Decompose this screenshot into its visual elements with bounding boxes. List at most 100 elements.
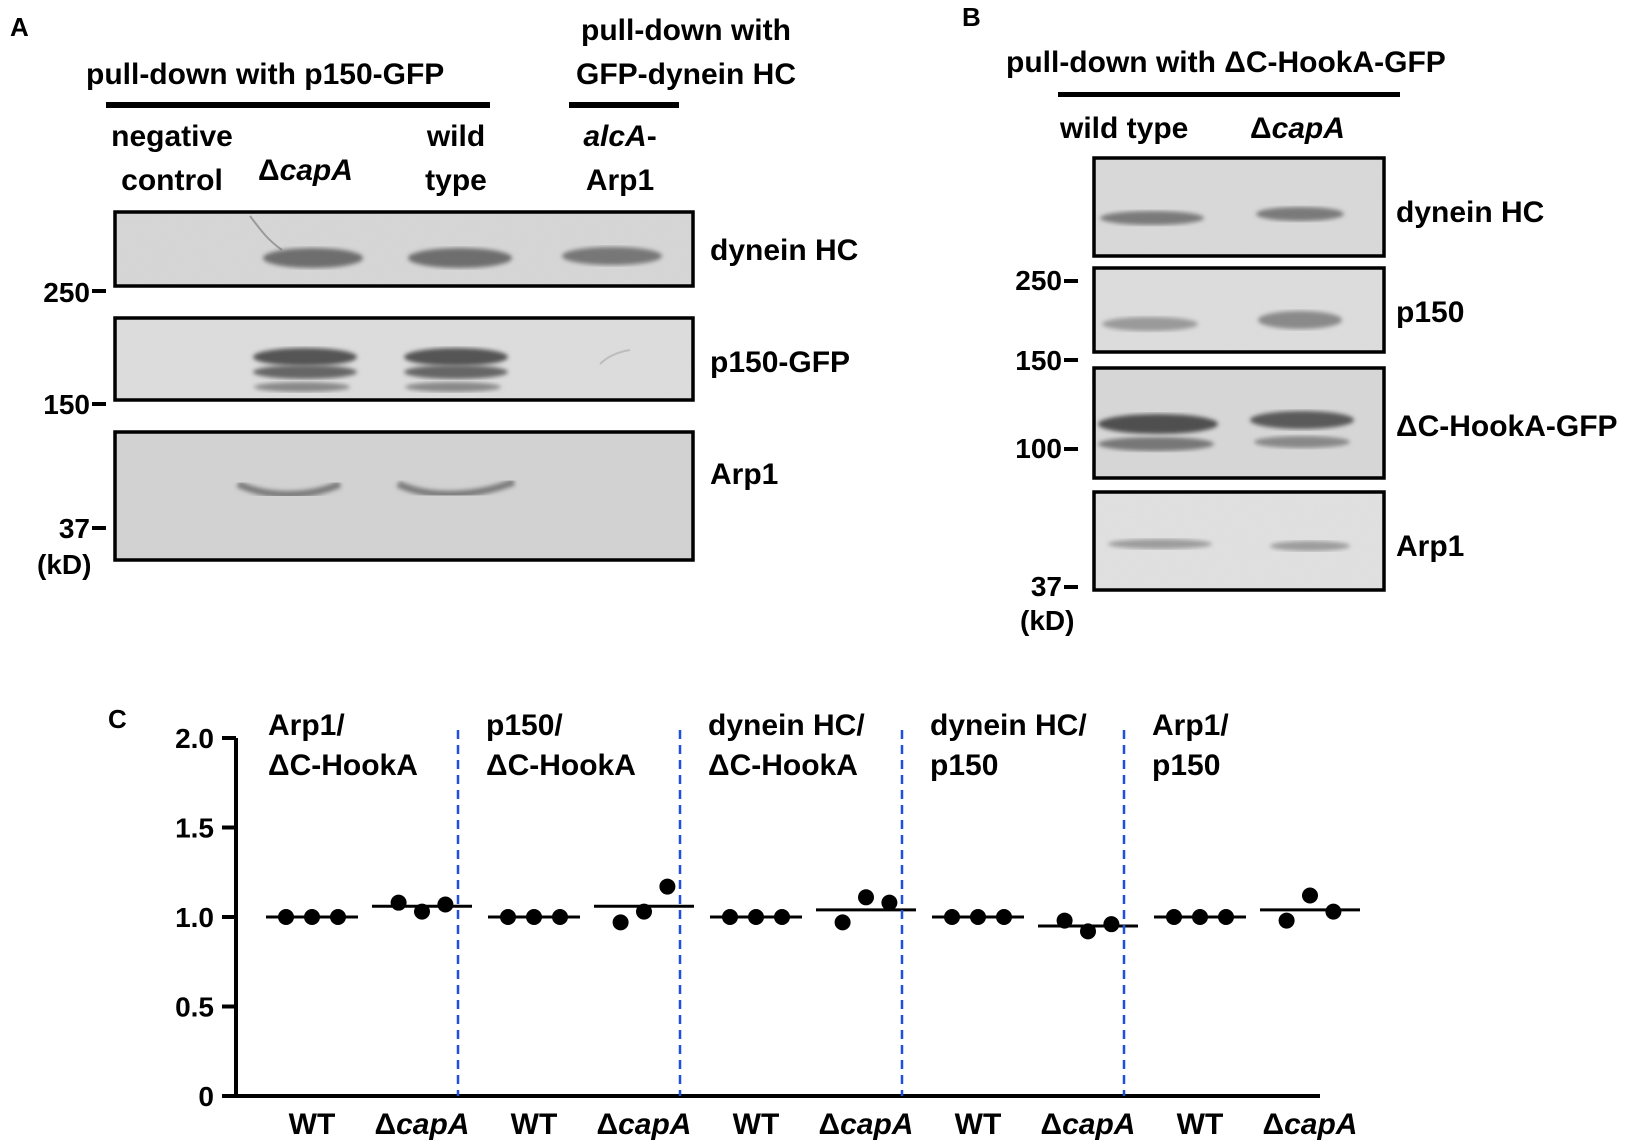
delta-symbol: Δ <box>258 154 280 187</box>
data-point-capa <box>881 894 898 911</box>
marker-tick-250 <box>92 289 106 293</box>
marker-tick-37 <box>92 526 106 530</box>
header-bar-left <box>106 102 490 108</box>
x-label-wt: WT <box>955 1108 1002 1141</box>
data-point-capa <box>858 889 874 906</box>
data-point-capa <box>437 896 454 913</box>
marker-b-37: 37 <box>1031 571 1062 602</box>
blot-label-p150-gfp: p150-GFP <box>710 346 850 379</box>
marker-b-100: 100 <box>1015 433 1062 464</box>
lane-label-negative: negative <box>111 120 233 153</box>
marker-b-tick-100 <box>1064 447 1078 451</box>
blot-b-label-arp1: Arp1 <box>1396 530 1464 563</box>
panel-b-header: pull-down with ΔC-HookA-GFP <box>1006 46 1446 79</box>
blot-a-arp1 <box>113 430 695 562</box>
alca-italic: alcA <box>583 120 646 153</box>
marker-b-tick-37 <box>1064 585 1078 589</box>
blot-b-label-hooka-gfp: ΔC-HookA-GFP <box>1396 410 1618 443</box>
panel-c: C 0 0.5 1.0 1.5 2.0 Arp1/ΔC-HookA WT ΔcapA p150/… <box>108 704 1360 1141</box>
group-label-line2: p150 <box>930 749 998 782</box>
blot-b-label-p150: p150 <box>1396 296 1464 329</box>
blot-a-dynein <box>113 210 695 288</box>
data-point-capa <box>390 894 407 911</box>
marker-b-tick-150 <box>1064 358 1078 362</box>
x-label-capa: ΔcapA <box>1263 1108 1358 1141</box>
scatter-chart: 0 0.5 1.0 1.5 2.0 Arp1/ΔC-HookA WT ΔcapA p150/ΔC… <box>175 709 1360 1141</box>
panel-a-header-right-line2: GFP-dynein HC <box>576 58 796 91</box>
y-tick-label: 1.0 <box>175 902 214 933</box>
data-point-capa <box>834 914 851 931</box>
marker-150: 150 <box>43 389 90 420</box>
capa-italic: capA <box>840 1108 913 1141</box>
panel-a-header-right-line1: pull-down with <box>581 14 791 47</box>
y-tick-label: 2.0 <box>175 723 214 754</box>
capa-italic: capA <box>396 1108 469 1141</box>
x-label-wt: WT <box>289 1108 336 1141</box>
panel-a-header-left: pull-down with p150-GFP <box>86 58 444 91</box>
blot-b-label-dynein-hc: dynein HC <box>1396 196 1544 229</box>
x-label-wt: WT <box>511 1108 558 1141</box>
group-label-line1: dynein HC/ <box>930 709 1087 742</box>
group-label-line1: dynein HC/ <box>708 709 865 742</box>
lane-label-type: type <box>425 164 487 197</box>
lane-label-alca: alcA- <box>583 120 656 153</box>
capa-italic: capA <box>1062 1108 1135 1141</box>
delta-symbol: Δ <box>819 1108 841 1141</box>
marker-tick-150 <box>92 402 106 406</box>
x-label-capa: ΔcapA <box>819 1108 914 1141</box>
blot-a-p150 <box>113 316 695 402</box>
group-label-line2: ΔC-HookA <box>268 749 418 782</box>
panel-a: A pull-down with p150-GFP pull-down with… <box>10 12 858 580</box>
group-label-line1: p150/ <box>486 709 563 742</box>
delta-symbol: Δ <box>375 1108 397 1141</box>
marker-250: 250 <box>43 277 90 308</box>
data-point-capa <box>1302 887 1318 904</box>
marker-b-tick-250 <box>1064 279 1078 283</box>
capa-italic: capA <box>280 154 353 187</box>
lane-label-delta-capa: ΔcapA <box>258 154 353 187</box>
data-point-capa <box>659 878 676 895</box>
lane-label-wild-type: wild type <box>1059 112 1188 145</box>
group-label-line1: Arp1/ <box>268 709 345 742</box>
header-bar-right <box>569 102 679 108</box>
panel-b-letter: B <box>962 2 981 32</box>
lane-label-wild: wild <box>426 120 485 153</box>
group-label-line2: p150 <box>1152 749 1220 782</box>
marker-b-250: 250 <box>1015 265 1062 296</box>
delta-symbol: Δ <box>1263 1108 1285 1141</box>
capa-italic: capA <box>618 1108 691 1141</box>
alca-dash: - <box>647 120 657 153</box>
x-label-wt: WT <box>733 1108 780 1141</box>
delta-symbol: Δ <box>1041 1108 1063 1141</box>
y-tick-label: 0.5 <box>175 992 214 1023</box>
delta-symbol-b: Δ <box>1250 112 1272 145</box>
lane-label-arp1: Arp1 <box>586 164 654 197</box>
lane-label-b-delta-capa: ΔcapA <box>1250 112 1345 145</box>
header-bar-b <box>1058 92 1400 97</box>
marker-b-150: 150 <box>1015 345 1062 376</box>
data-point-capa <box>612 914 629 931</box>
group-label-line1: Arp1/ <box>1152 709 1229 742</box>
panel-b: B pull-down with ΔC-HookA-GFP wild type … <box>962 2 1618 636</box>
y-tick-label: 0 <box>198 1081 214 1112</box>
data-point-capa <box>1278 912 1295 929</box>
y-tick-label: 1.5 <box>175 813 214 844</box>
marker-37: 37 <box>59 513 90 544</box>
panel-a-letter: A <box>10 12 29 42</box>
marker-b-unit: (kD) <box>1020 605 1074 636</box>
delta-symbol: Δ <box>597 1108 619 1141</box>
capa-italic: capA <box>1284 1108 1357 1141</box>
panel-c-letter: C <box>108 704 127 734</box>
blot-b-dynein <box>1092 156 1386 258</box>
x-label-capa: ΔcapA <box>1041 1108 1136 1141</box>
blot-label-dynein-hc: dynein HC <box>710 234 858 267</box>
capa-italic-b: capA <box>1272 112 1345 145</box>
blot-label-arp1: Arp1 <box>710 458 778 491</box>
lane-label-control: control <box>121 164 223 197</box>
data-point-capa <box>1103 916 1120 933</box>
x-label-capa: ΔcapA <box>597 1108 692 1141</box>
blot-b-arp1 <box>1092 490 1386 592</box>
marker-unit: (kD) <box>37 549 91 580</box>
group-label-line2: ΔC-HookA <box>708 749 858 782</box>
